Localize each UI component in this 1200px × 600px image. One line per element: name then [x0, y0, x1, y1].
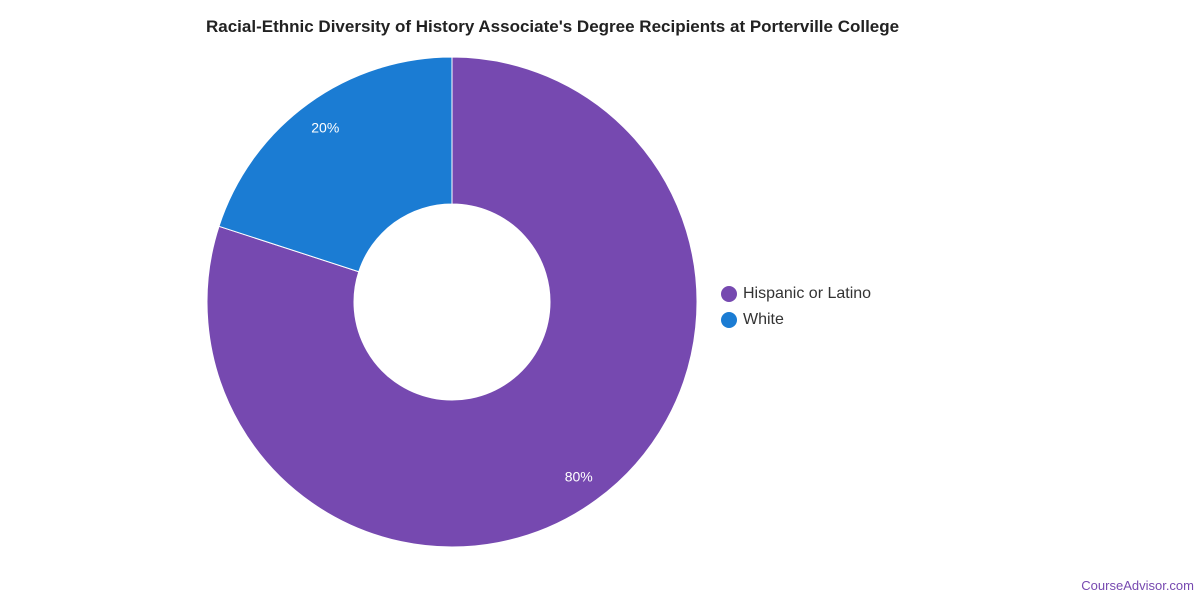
- legend-swatch-hispanic: [721, 286, 737, 302]
- source-credit[interactable]: CourseAdvisor.com: [1081, 578, 1194, 593]
- slice-hispanic[interactable]: [206, 56, 698, 548]
- slice-label-hispanic: 80%: [565, 468, 593, 484]
- slice-label-white: 20%: [311, 120, 339, 136]
- legend-item-hispanic[interactable]: Hispanic or Latino: [721, 281, 871, 307]
- slice-white[interactable]: [218, 56, 453, 273]
- legend-item-white[interactable]: White: [721, 307, 871, 333]
- legend-label-white: White: [743, 311, 784, 328]
- chart-title: Racial-Ethnic Diversity of History Assoc…: [206, 17, 900, 36]
- legend-label-hispanic: Hispanic or Latino: [743, 285, 872, 302]
- legend-swatch-white: [721, 312, 737, 328]
- legend: Hispanic or Latino White: [721, 281, 871, 333]
